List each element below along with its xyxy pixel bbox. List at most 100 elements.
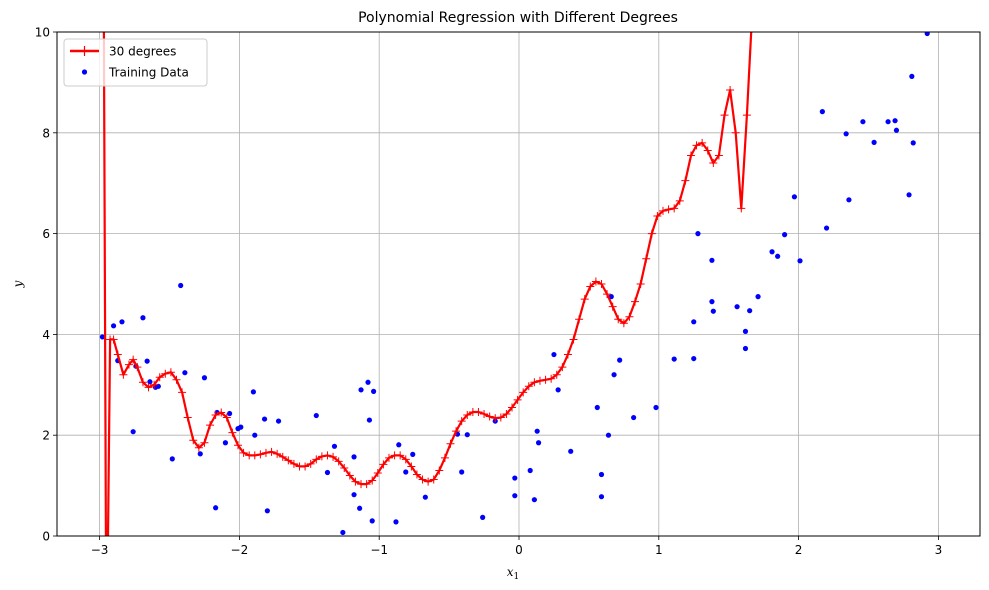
- plus-marker: [692, 141, 701, 150]
- training-point: [709, 257, 715, 263]
- training-point: [527, 467, 533, 474]
- plus-marker: [200, 438, 209, 447]
- plus-marker: [273, 449, 282, 458]
- x-axis-ticks: −3 −2 −1 0 1 2 3: [91, 536, 942, 557]
- plus-marker: [407, 462, 416, 471]
- y-tick-label: 8: [42, 126, 50, 140]
- plus-marker: [675, 196, 684, 205]
- plus-marker: [345, 471, 354, 480]
- training-point: [892, 118, 898, 124]
- training-point: [782, 232, 788, 238]
- legend-dot-icon: [81, 69, 88, 75]
- plus-marker: [340, 463, 349, 472]
- y-tick-label: 0: [42, 530, 50, 544]
- training-point: [340, 529, 346, 536]
- plus-marker: [742, 111, 751, 120]
- plus-marker: [597, 280, 606, 288]
- training-point: [512, 493, 518, 499]
- training-point: [605, 432, 612, 438]
- plus-marker: [368, 476, 377, 485]
- plus-marker: [591, 277, 600, 286]
- plus-marker: [681, 176, 690, 185]
- plus-marker: [547, 374, 556, 383]
- legend-box: [63, 38, 208, 87]
- plus-marker: [435, 466, 444, 475]
- plus-marker: [133, 363, 142, 372]
- training-point: [140, 315, 146, 321]
- plus-marker: [172, 375, 181, 384]
- plus-marker: [714, 151, 723, 160]
- training-point: [366, 417, 373, 423]
- plus-marker: [401, 455, 410, 464]
- plus-marker: [334, 457, 343, 466]
- plus-marker: [658, 206, 667, 215]
- plus-marker: [109, 335, 118, 344]
- plus-marker: [129, 355, 138, 364]
- plus-marker: [306, 459, 315, 468]
- training-point: [924, 32, 930, 37]
- plus-marker: [631, 297, 640, 306]
- y-tick-label: 4: [42, 328, 50, 342]
- plus-marker: [384, 453, 393, 462]
- training-point: [201, 375, 208, 381]
- training-point: [351, 454, 357, 460]
- plus-marker: [119, 370, 128, 379]
- plus-marker: [234, 441, 243, 450]
- plus-marker: [580, 295, 589, 304]
- training-point: [357, 505, 363, 511]
- plus-marker: [698, 138, 707, 147]
- training-point: [110, 323, 117, 329]
- plus-marker: [541, 375, 550, 384]
- training-point: [775, 253, 781, 259]
- training-point: [910, 140, 916, 146]
- plus-marker: [222, 413, 231, 422]
- training-point: [555, 387, 561, 393]
- plus-marker: [703, 146, 712, 155]
- training-point: [130, 429, 136, 435]
- training-point: [119, 319, 125, 325]
- legend-label-training-data: Training Data: [108, 66, 189, 80]
- training-point: [747, 308, 753, 314]
- training-point: [169, 456, 175, 462]
- y-axis-ticks: 0 2 4 6 8 10: [35, 26, 57, 544]
- training-point: [871, 139, 877, 145]
- plus-marker: [183, 413, 192, 422]
- training-point: [369, 518, 375, 524]
- training-point: [459, 469, 465, 475]
- training-point: [906, 192, 912, 198]
- plus-marker: [312, 455, 321, 464]
- x-tick-label: 2: [795, 543, 803, 557]
- training-point: [182, 370, 188, 376]
- plus-marker: [329, 452, 338, 461]
- x-tick-label: 0: [515, 543, 523, 557]
- training-point: [617, 357, 623, 363]
- training-point: [227, 410, 233, 417]
- training-point: [611, 372, 617, 378]
- plus-marker: [189, 436, 198, 445]
- plus-marker: [278, 452, 287, 461]
- plus-marker: [535, 376, 544, 385]
- training-point: [313, 412, 319, 419]
- plus-marker: [614, 315, 623, 324]
- training-point: [534, 428, 540, 434]
- plus-marker: [284, 456, 293, 465]
- training-point: [535, 440, 542, 446]
- training-point: [358, 387, 364, 393]
- x-tick-label: −2: [231, 543, 249, 557]
- plus-marker: [113, 350, 122, 359]
- plus-marker: [463, 411, 472, 420]
- legend: 30 degrees Training Data: [63, 38, 208, 87]
- plus-marker: [686, 151, 695, 160]
- plus-marker: [726, 85, 735, 94]
- plus-marker: [457, 417, 466, 426]
- training-point: [238, 424, 244, 430]
- training-point: [594, 404, 600, 411]
- plus-marker: [552, 370, 561, 379]
- plus-marker: [301, 462, 310, 471]
- plus-marker: [502, 410, 511, 419]
- plus-marker: [124, 360, 133, 369]
- plus-marker: [373, 469, 382, 477]
- training-point: [823, 225, 830, 231]
- training-point: [275, 418, 282, 424]
